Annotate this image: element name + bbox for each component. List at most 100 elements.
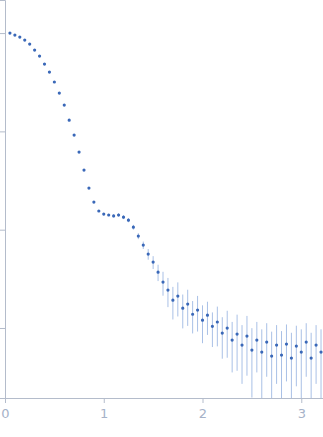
y-axis (0, 1, 6, 399)
point (314, 343, 317, 346)
y-tick-mark (0, 230, 5, 231)
x-tick: 1 (100, 398, 108, 421)
point (33, 49, 36, 52)
y-axis-line (0, 1, 6, 399)
x-axis-line (6, 399, 323, 404)
point (226, 326, 229, 329)
point (23, 38, 26, 41)
error-bar (251, 328, 252, 397)
point (181, 307, 184, 310)
point (245, 335, 248, 338)
error-bars (10, 32, 321, 398)
point (18, 36, 21, 39)
point (38, 55, 41, 58)
error-bar (246, 316, 247, 376)
point (53, 80, 56, 83)
point (13, 33, 16, 36)
error-bar (316, 325, 317, 384)
point (191, 313, 194, 316)
error-bar (182, 295, 183, 329)
x-tick-label: 2 (199, 406, 207, 421)
error-bar (207, 302, 208, 335)
error-bar (271, 332, 272, 398)
x-tick: 2 (199, 398, 207, 421)
point (161, 280, 164, 283)
marks (8, 31, 322, 398)
point (265, 340, 268, 343)
point (305, 340, 308, 343)
point (295, 344, 298, 347)
point (58, 92, 61, 95)
y-tick (0, 328, 5, 329)
point (147, 252, 150, 255)
error-bar (281, 331, 282, 398)
point (112, 214, 115, 217)
plot-area: 0 1 2 3 (0, 1, 323, 429)
error-bar (197, 296, 198, 332)
error-bar (242, 325, 243, 384)
point (319, 350, 322, 353)
point (132, 226, 135, 229)
point (142, 243, 145, 246)
error-bar (276, 325, 277, 384)
point (92, 200, 95, 203)
error-bar (167, 278, 168, 307)
x-tick-mark (203, 398, 204, 403)
error-bar (172, 287, 173, 320)
error-bar (187, 290, 188, 326)
point (97, 209, 100, 212)
x-tick: 0 (1, 398, 9, 421)
point (63, 104, 66, 107)
point (77, 150, 80, 153)
x-tick: 3 (298, 398, 306, 421)
point (156, 271, 159, 274)
point (196, 309, 199, 312)
point (152, 261, 155, 264)
point (8, 31, 11, 34)
point (87, 186, 90, 189)
x-tick-label: 3 (298, 406, 306, 421)
error-bar (212, 312, 213, 347)
point (73, 133, 76, 136)
x-tick-mark (104, 398, 105, 403)
error-bar (222, 317, 223, 358)
error-bar (266, 323, 267, 377)
x-tick-mark (301, 398, 302, 403)
error-bar (237, 315, 238, 371)
y-tick-mark (0, 33, 5, 34)
error-bar (286, 324, 287, 381)
x-tick-label: 0 (1, 406, 9, 421)
point (107, 213, 110, 216)
point (285, 342, 288, 345)
point (176, 295, 179, 298)
point (186, 302, 189, 305)
error-bar (177, 282, 178, 316)
point (43, 62, 46, 65)
point (270, 354, 273, 357)
y-tick (0, 33, 5, 34)
point (280, 353, 283, 356)
error-bar (217, 307, 218, 347)
point (255, 339, 258, 342)
point (137, 234, 140, 237)
error-bar (261, 329, 262, 398)
point (240, 343, 243, 346)
y-tick-mark (0, 328, 5, 329)
point (122, 216, 125, 219)
error-bar (232, 322, 233, 373)
x-axis: 0 1 2 3 (1, 398, 323, 421)
point (127, 219, 130, 222)
point (28, 42, 31, 45)
error-bar (321, 329, 322, 398)
point (117, 213, 120, 216)
point (82, 168, 85, 171)
point (171, 299, 174, 302)
error-bar (311, 333, 312, 398)
point (250, 348, 253, 351)
point (235, 332, 238, 335)
error-bar (192, 301, 193, 333)
x-tick-label: 1 (100, 406, 108, 421)
error-bar (227, 311, 228, 358)
error-bar (202, 305, 203, 343)
point (216, 320, 219, 323)
